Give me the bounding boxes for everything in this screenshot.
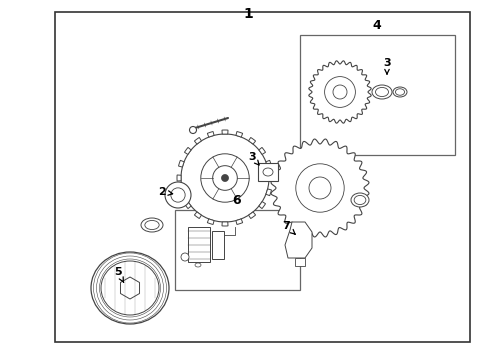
Polygon shape xyxy=(269,175,273,181)
Polygon shape xyxy=(222,130,228,134)
Ellipse shape xyxy=(393,87,407,97)
Text: 2: 2 xyxy=(158,187,172,197)
Polygon shape xyxy=(222,222,228,226)
Ellipse shape xyxy=(145,220,159,230)
Bar xyxy=(175,210,300,290)
Circle shape xyxy=(296,164,344,212)
Circle shape xyxy=(181,134,269,222)
Polygon shape xyxy=(207,219,214,225)
Ellipse shape xyxy=(141,218,163,232)
Circle shape xyxy=(190,126,196,134)
Bar xyxy=(212,231,224,259)
Polygon shape xyxy=(248,212,256,219)
Polygon shape xyxy=(184,202,191,208)
Circle shape xyxy=(333,85,347,99)
Polygon shape xyxy=(266,189,271,196)
Ellipse shape xyxy=(181,253,189,261)
Polygon shape xyxy=(236,219,243,225)
Polygon shape xyxy=(207,131,214,137)
Bar xyxy=(55,12,470,342)
Text: 4: 4 xyxy=(372,19,381,32)
Ellipse shape xyxy=(263,168,273,176)
Text: 7: 7 xyxy=(282,221,295,234)
Circle shape xyxy=(201,154,249,202)
Ellipse shape xyxy=(375,87,389,96)
Ellipse shape xyxy=(165,182,191,208)
Ellipse shape xyxy=(91,252,169,324)
Text: 1: 1 xyxy=(243,7,253,21)
Polygon shape xyxy=(178,189,184,196)
Bar xyxy=(188,227,210,262)
Text: 5: 5 xyxy=(114,267,123,282)
Polygon shape xyxy=(121,277,140,299)
Polygon shape xyxy=(177,175,181,181)
Bar xyxy=(258,163,278,181)
Circle shape xyxy=(213,166,237,190)
Bar xyxy=(295,258,305,266)
Polygon shape xyxy=(266,160,271,167)
Ellipse shape xyxy=(195,263,201,267)
Polygon shape xyxy=(285,222,312,258)
Ellipse shape xyxy=(395,89,405,95)
Polygon shape xyxy=(195,138,201,144)
Polygon shape xyxy=(184,147,191,154)
Ellipse shape xyxy=(354,195,366,204)
Polygon shape xyxy=(248,138,256,144)
Ellipse shape xyxy=(351,193,369,207)
Polygon shape xyxy=(259,147,266,154)
Circle shape xyxy=(324,77,355,107)
Polygon shape xyxy=(236,131,243,137)
Bar xyxy=(300,35,455,155)
Polygon shape xyxy=(178,160,184,167)
Text: 3: 3 xyxy=(248,152,259,165)
Circle shape xyxy=(221,175,228,181)
Circle shape xyxy=(309,177,331,199)
Polygon shape xyxy=(271,139,369,237)
Ellipse shape xyxy=(171,188,185,202)
Text: 6: 6 xyxy=(233,194,241,207)
Text: 3: 3 xyxy=(383,58,391,74)
Polygon shape xyxy=(259,202,266,208)
Ellipse shape xyxy=(101,261,159,315)
Ellipse shape xyxy=(372,85,392,99)
Polygon shape xyxy=(309,61,371,123)
Polygon shape xyxy=(195,212,201,219)
